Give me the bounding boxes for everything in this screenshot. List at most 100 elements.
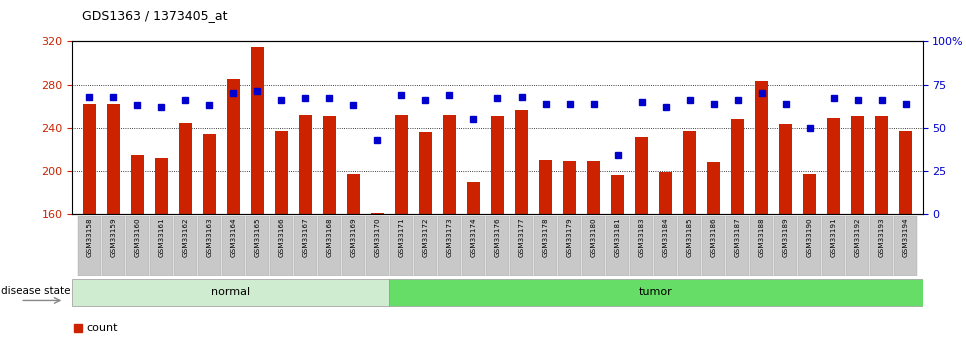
Text: GSM33174: GSM33174 [470,217,476,257]
FancyBboxPatch shape [606,216,629,276]
Bar [587,161,600,214]
FancyBboxPatch shape [774,216,797,276]
Text: GSM33176: GSM33176 [495,217,500,257]
Bar [539,160,553,214]
FancyBboxPatch shape [510,216,533,276]
FancyBboxPatch shape [77,216,100,276]
FancyBboxPatch shape [413,216,437,276]
Text: GSM33187: GSM33187 [734,217,741,257]
Text: GSM33159: GSM33159 [110,217,116,257]
FancyBboxPatch shape [798,216,821,276]
FancyBboxPatch shape [630,216,653,276]
Bar [371,213,384,214]
Bar [899,131,912,214]
Bar [635,137,648,214]
FancyBboxPatch shape [389,279,923,306]
FancyBboxPatch shape [870,216,894,276]
Bar [251,47,264,214]
Bar [515,110,528,214]
Bar [755,81,768,214]
Bar [227,79,240,214]
Text: normal: normal [212,287,250,297]
FancyBboxPatch shape [558,216,582,276]
Bar [395,115,408,214]
Text: GSM33184: GSM33184 [663,217,668,257]
Bar [106,104,120,214]
Text: GDS1363 / 1373405_at: GDS1363 / 1373405_at [82,9,228,22]
Bar [130,155,144,214]
FancyBboxPatch shape [751,216,773,276]
Bar [155,158,168,214]
Bar [419,132,432,214]
FancyBboxPatch shape [895,216,918,276]
Text: GSM33171: GSM33171 [398,217,405,257]
Text: GSM33162: GSM33162 [183,217,188,257]
Text: GSM33181: GSM33181 [614,217,620,257]
Text: GSM33186: GSM33186 [711,217,717,257]
Text: GSM33165: GSM33165 [254,217,261,257]
Bar [83,104,96,214]
Bar [851,116,865,214]
FancyBboxPatch shape [582,216,605,276]
FancyBboxPatch shape [101,216,125,276]
Bar [875,116,889,214]
FancyBboxPatch shape [486,216,509,276]
FancyBboxPatch shape [534,216,557,276]
Text: GSM33173: GSM33173 [446,217,452,257]
FancyBboxPatch shape [198,216,221,276]
Text: GSM33179: GSM33179 [566,217,573,257]
FancyBboxPatch shape [270,216,293,276]
Text: GSM33169: GSM33169 [351,217,356,257]
Text: GSM33170: GSM33170 [375,217,381,257]
Text: GSM33189: GSM33189 [782,217,788,257]
Bar [803,174,816,214]
Text: GSM33192: GSM33192 [855,217,861,257]
Bar [611,175,624,214]
Bar [659,172,672,214]
Text: GSM33191: GSM33191 [831,217,837,257]
Bar [179,123,192,214]
Text: GSM33193: GSM33193 [879,217,885,257]
FancyBboxPatch shape [366,216,389,276]
FancyBboxPatch shape [678,216,701,276]
FancyBboxPatch shape [150,216,173,276]
Bar [442,115,456,214]
FancyBboxPatch shape [72,279,389,306]
FancyBboxPatch shape [294,216,317,276]
Text: GSM33158: GSM33158 [86,217,93,257]
Text: GSM33188: GSM33188 [758,217,765,257]
FancyBboxPatch shape [342,216,365,276]
Bar [563,161,576,214]
Text: tumor: tumor [639,287,673,297]
FancyBboxPatch shape [438,216,461,276]
Text: GSM33163: GSM33163 [207,217,213,257]
Bar [827,118,840,214]
Bar [467,181,480,214]
Text: GSM33166: GSM33166 [278,217,284,257]
Bar [298,115,312,214]
Bar [347,174,360,214]
Bar [731,119,744,214]
Bar [779,125,792,214]
Bar [274,131,288,214]
Bar [203,134,216,214]
FancyBboxPatch shape [390,216,412,276]
FancyBboxPatch shape [174,216,197,276]
Text: count: count [86,323,118,333]
Text: GSM33185: GSM33185 [687,217,693,257]
Text: GSM33161: GSM33161 [158,217,164,257]
Bar [707,162,721,214]
Text: GSM33178: GSM33178 [543,217,549,257]
FancyBboxPatch shape [318,216,341,276]
Text: GSM33168: GSM33168 [327,217,332,257]
FancyBboxPatch shape [846,216,869,276]
Text: GSM33160: GSM33160 [134,217,140,257]
Text: GSM33167: GSM33167 [302,217,308,257]
FancyBboxPatch shape [222,216,244,276]
Text: GSM33172: GSM33172 [422,217,429,257]
Bar [323,116,336,214]
FancyBboxPatch shape [726,216,750,276]
Bar [683,131,696,214]
Text: GSM33180: GSM33180 [590,217,597,257]
Text: GSM33190: GSM33190 [807,217,812,257]
